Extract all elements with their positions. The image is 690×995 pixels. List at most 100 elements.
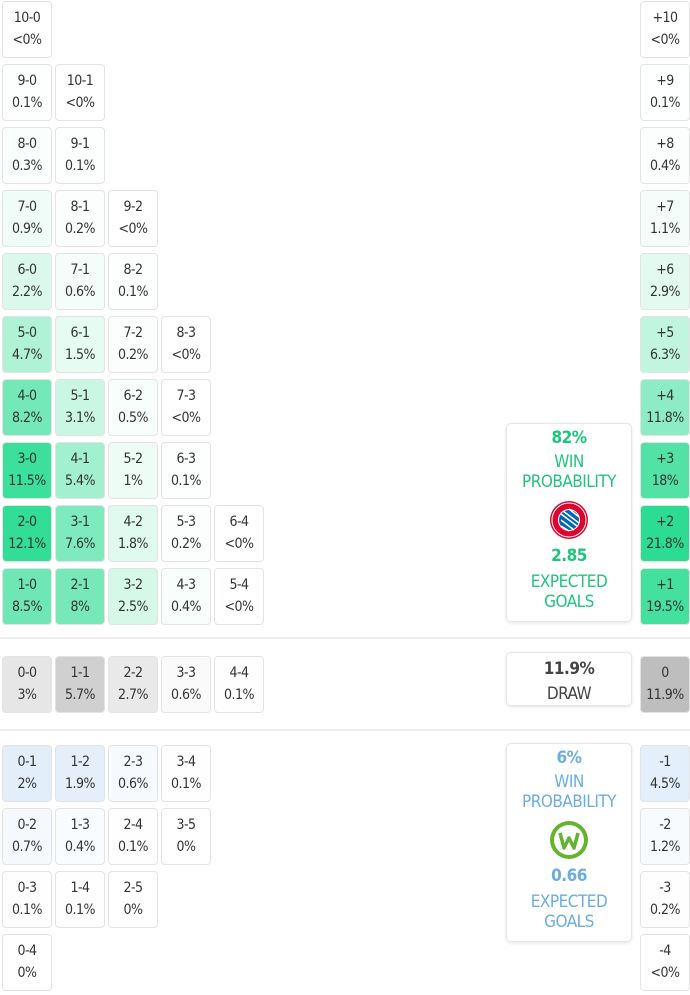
score-cell-home: 3-2 2.5% <box>108 568 158 625</box>
score-label: 1-4 <box>70 880 90 896</box>
score-cell-home: 4-0 8.2% <box>2 379 52 436</box>
score-label: +1 <box>656 577 674 593</box>
score-label: 6-2 <box>123 388 143 404</box>
probability-label: 1% <box>123 473 143 489</box>
score-cell-home: 5-3 0.2% <box>161 505 211 562</box>
margin-cell-home: +2 21.8% <box>640 505 690 562</box>
score-label: +6 <box>656 262 674 278</box>
probability-label: <0% <box>224 599 254 615</box>
score-label: 8-0 <box>17 136 37 152</box>
score-label: 8-1 <box>70 199 90 215</box>
probability-label: <0% <box>118 221 148 237</box>
probability-label: <0% <box>65 95 95 111</box>
score-cell-draw: 3-3 0.6% <box>161 656 211 713</box>
margin-cell-home: +5 6.3% <box>640 316 690 373</box>
score-label: 1-3 <box>70 817 90 833</box>
score-label: 0 <box>661 665 669 681</box>
score-cell-draw: 2-2 2.7% <box>108 656 158 713</box>
probability-label: 0.6% <box>171 687 202 703</box>
probability-label: <0% <box>224 536 254 552</box>
probability-label: 0.1% <box>12 902 43 918</box>
score-label: 7-1 <box>70 262 90 278</box>
score-label: 0-0 <box>17 665 37 681</box>
score-cell-home: 8-1 0.2% <box>55 190 105 247</box>
probability-label: 0.6% <box>118 776 149 792</box>
score-cell-home: 5-1 3.1% <box>55 379 105 436</box>
home-win-card: 82% WIN PROBABILITY 2.85 EXPECTED GOALS <box>506 423 632 622</box>
bayern-logo-icon <box>549 500 589 540</box>
score-cell-away: 0-4 0% <box>2 934 52 991</box>
probability-label: 6.3% <box>650 347 681 363</box>
score-label: 8-3 <box>176 325 196 341</box>
score-label: 3-3 <box>176 665 196 681</box>
away-win-label: PROBABILITY <box>521 792 617 812</box>
score-label: 3-2 <box>123 577 143 593</box>
score-cell-home: 7-1 0.6% <box>55 253 105 310</box>
probability-label: 0% <box>176 839 196 855</box>
score-cell-away: 1-2 1.9% <box>55 745 105 802</box>
probability-label: 2.7% <box>118 687 149 703</box>
margin-cell-away: -2 1.2% <box>640 808 690 865</box>
margin-cell-home: +1 19.5% <box>640 568 690 625</box>
probability-label: <0% <box>12 32 42 48</box>
score-cell-home: 6-0 2.2% <box>2 253 52 310</box>
probability-label: 0.1% <box>224 687 255 703</box>
score-label: 1-0 <box>17 577 37 593</box>
score-label: 2-3 <box>123 754 143 770</box>
probability-label: 5.7% <box>65 687 96 703</box>
probability-label: 12.1% <box>8 536 46 552</box>
home-xg-label: EXPECTED <box>530 572 608 592</box>
margin-cell-home: +8 0.4% <box>640 127 690 184</box>
margin-cell-home: +9 0.1% <box>640 64 690 121</box>
score-label: 4-1 <box>70 451 90 467</box>
score-label: -2 <box>659 817 671 833</box>
score-cell-home: 2-0 12.1% <box>2 505 52 562</box>
score-cell-away: 2-5 0% <box>108 871 158 928</box>
score-cell-away: 3-5 0% <box>161 808 211 865</box>
probability-label: 0.2% <box>118 347 149 363</box>
score-label: 3-4 <box>176 754 196 770</box>
probability-label: 2.9% <box>650 284 681 300</box>
score-label: 2-2 <box>123 665 143 681</box>
score-cell-away: 1-3 0.4% <box>55 808 105 865</box>
score-cell-draw: 1-1 5.7% <box>55 656 105 713</box>
probability-label: 0.2% <box>650 902 681 918</box>
probability-label: 0% <box>123 902 143 918</box>
score-label: +4 <box>656 388 674 404</box>
score-cell-home: 9-2 <0% <box>108 190 158 247</box>
draw-pct: 11.9% <box>543 659 595 679</box>
score-cell-home: 9-1 0.1% <box>55 127 105 184</box>
score-label: 5-4 <box>229 577 249 593</box>
probability-label: 8% <box>70 599 90 615</box>
probability-label: 0.4% <box>650 158 681 174</box>
away-win-label: WIN <box>554 772 584 792</box>
probability-label: 11.5% <box>8 473 46 489</box>
margin-cell-away: -4 <0% <box>640 934 690 991</box>
wolfsburg-logo-icon <box>549 820 589 860</box>
score-cell-home: 3-1 7.6% <box>55 505 105 562</box>
score-cell-home: 4-2 1.8% <box>108 505 158 562</box>
away-xg-label: GOALS <box>544 912 594 932</box>
margin-cell-away: -3 0.2% <box>640 871 690 928</box>
probability-label: 0% <box>17 965 37 981</box>
score-label: 5-0 <box>17 325 37 341</box>
score-label: +10 <box>652 10 678 26</box>
score-label: -1 <box>659 754 671 770</box>
probability-label: 0.1% <box>171 473 202 489</box>
home-xg: 2.85 <box>551 546 587 566</box>
probability-label: 5.4% <box>65 473 96 489</box>
score-cell-draw: 4-4 0.1% <box>214 656 264 713</box>
probability-label: 11.9% <box>646 687 684 703</box>
score-cell-away: 0-2 0.7% <box>2 808 52 865</box>
score-label: 10-1 <box>66 73 94 89</box>
margin-cell-home: +4 11.8% <box>640 379 690 436</box>
probability-label: 0.1% <box>65 158 96 174</box>
score-label: 4-4 <box>229 665 249 681</box>
score-label: 7-3 <box>176 388 196 404</box>
score-label: 6-3 <box>176 451 196 467</box>
probability-label: 0.2% <box>171 536 202 552</box>
score-cell-home: 7-3 <0% <box>161 379 211 436</box>
probability-label: 0.6% <box>65 284 96 300</box>
home-xg-label: GOALS <box>544 592 594 612</box>
score-cell-home: 8-3 <0% <box>161 316 211 373</box>
